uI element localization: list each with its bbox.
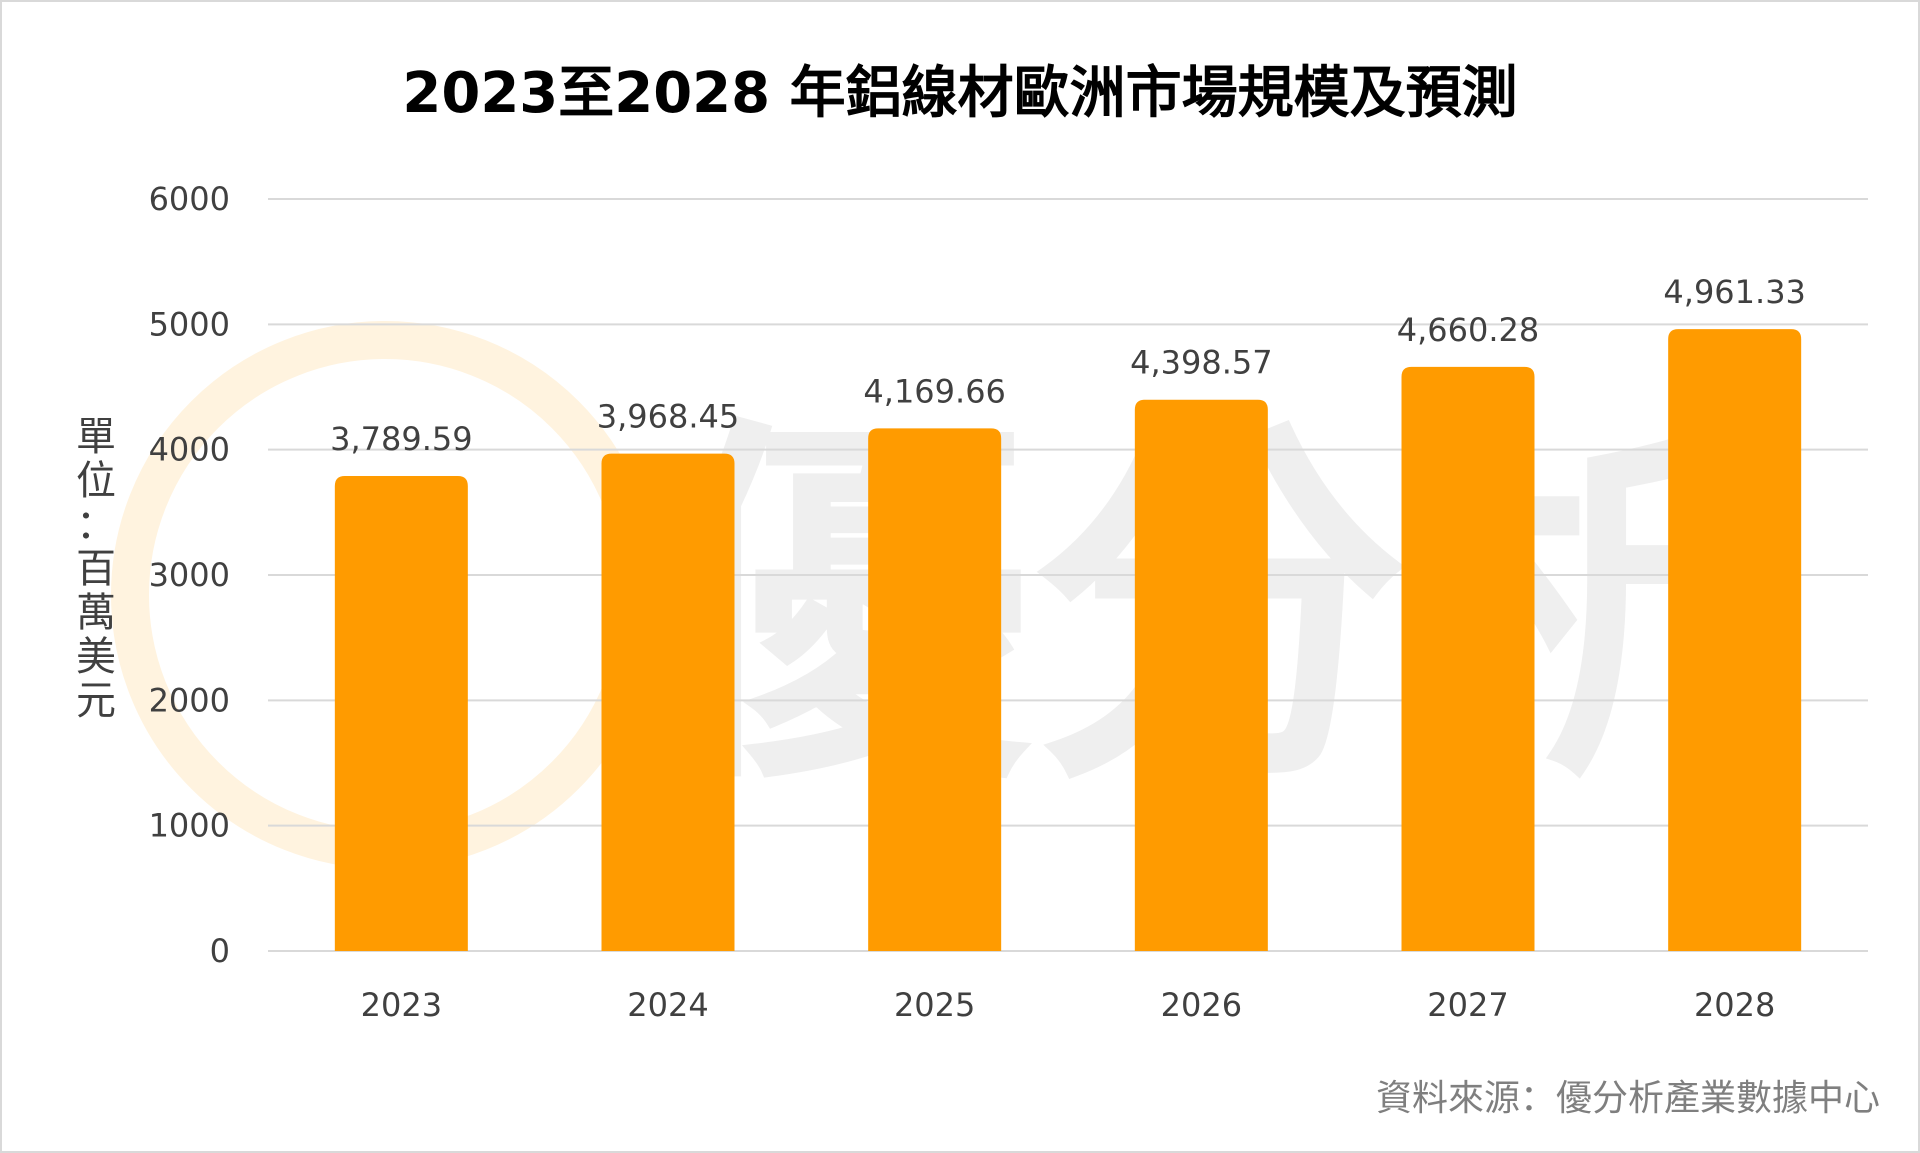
x-tick-label: 2027: [1427, 986, 1508, 1024]
y-axis-ticks: 0 1000 2000 3000 4000 5000 6000: [149, 180, 230, 970]
y-tick-label: 6000: [149, 180, 230, 218]
bar: [601, 453, 735, 951]
x-tick-label: 2026: [1161, 986, 1242, 1024]
data-label: 4,660.28: [1397, 311, 1540, 349]
x-tick-label: 2028: [1694, 986, 1775, 1024]
y-axis-label-char: 萬: [76, 590, 116, 636]
y-axis-label-char: 位: [76, 458, 116, 504]
source-note: 資料來源：優分析產業數據中心: [1376, 1078, 1880, 1119]
chart-title: 2023至2028 年鋁線材歐洲市場規模及預測: [402, 61, 1517, 126]
gridlines: [268, 198, 1868, 952]
bar: [868, 428, 1002, 952]
y-tick-label: 4000: [149, 431, 230, 469]
x-tick-label: 2024: [627, 986, 708, 1024]
y-tick-label: 2000: [149, 681, 230, 719]
data-label: 4,398.57: [1130, 344, 1273, 382]
bar: [1134, 399, 1268, 952]
y-tick-label: 1000: [149, 807, 230, 845]
x-tick-label: 2025: [894, 986, 975, 1024]
y-axis-label-char: 美: [76, 634, 116, 680]
y-axis-label-char: ：: [76, 502, 116, 548]
y-axis-label: 單位：百萬美元: [76, 414, 116, 724]
y-tick-label: 0: [210, 932, 230, 970]
bar: [1401, 366, 1535, 951]
bars: [334, 329, 1802, 952]
y-tick-label: 3000: [149, 556, 230, 594]
data-label: 3,968.45: [597, 398, 740, 436]
data-label: 3,789.59: [330, 420, 473, 458]
data-label: 4,961.33: [1663, 273, 1806, 311]
x-tick-label: 2023: [361, 986, 442, 1024]
y-axis-label-char: 單: [76, 414, 116, 460]
bar: [334, 476, 468, 951]
data-labels: 3,789.59 3,968.45 4,169.66 4,398.57 4,660.28…: [330, 273, 1806, 458]
y-tick-label: 5000: [149, 305, 230, 343]
data-label: 4,169.66: [863, 372, 1006, 410]
y-axis-label-char: 百: [76, 546, 116, 592]
y-axis-label-char: 元: [76, 678, 116, 724]
bar: [1668, 329, 1802, 952]
x-axis-ticks: 2023 2024 2025 2026 2027 2028: [361, 986, 1776, 1024]
